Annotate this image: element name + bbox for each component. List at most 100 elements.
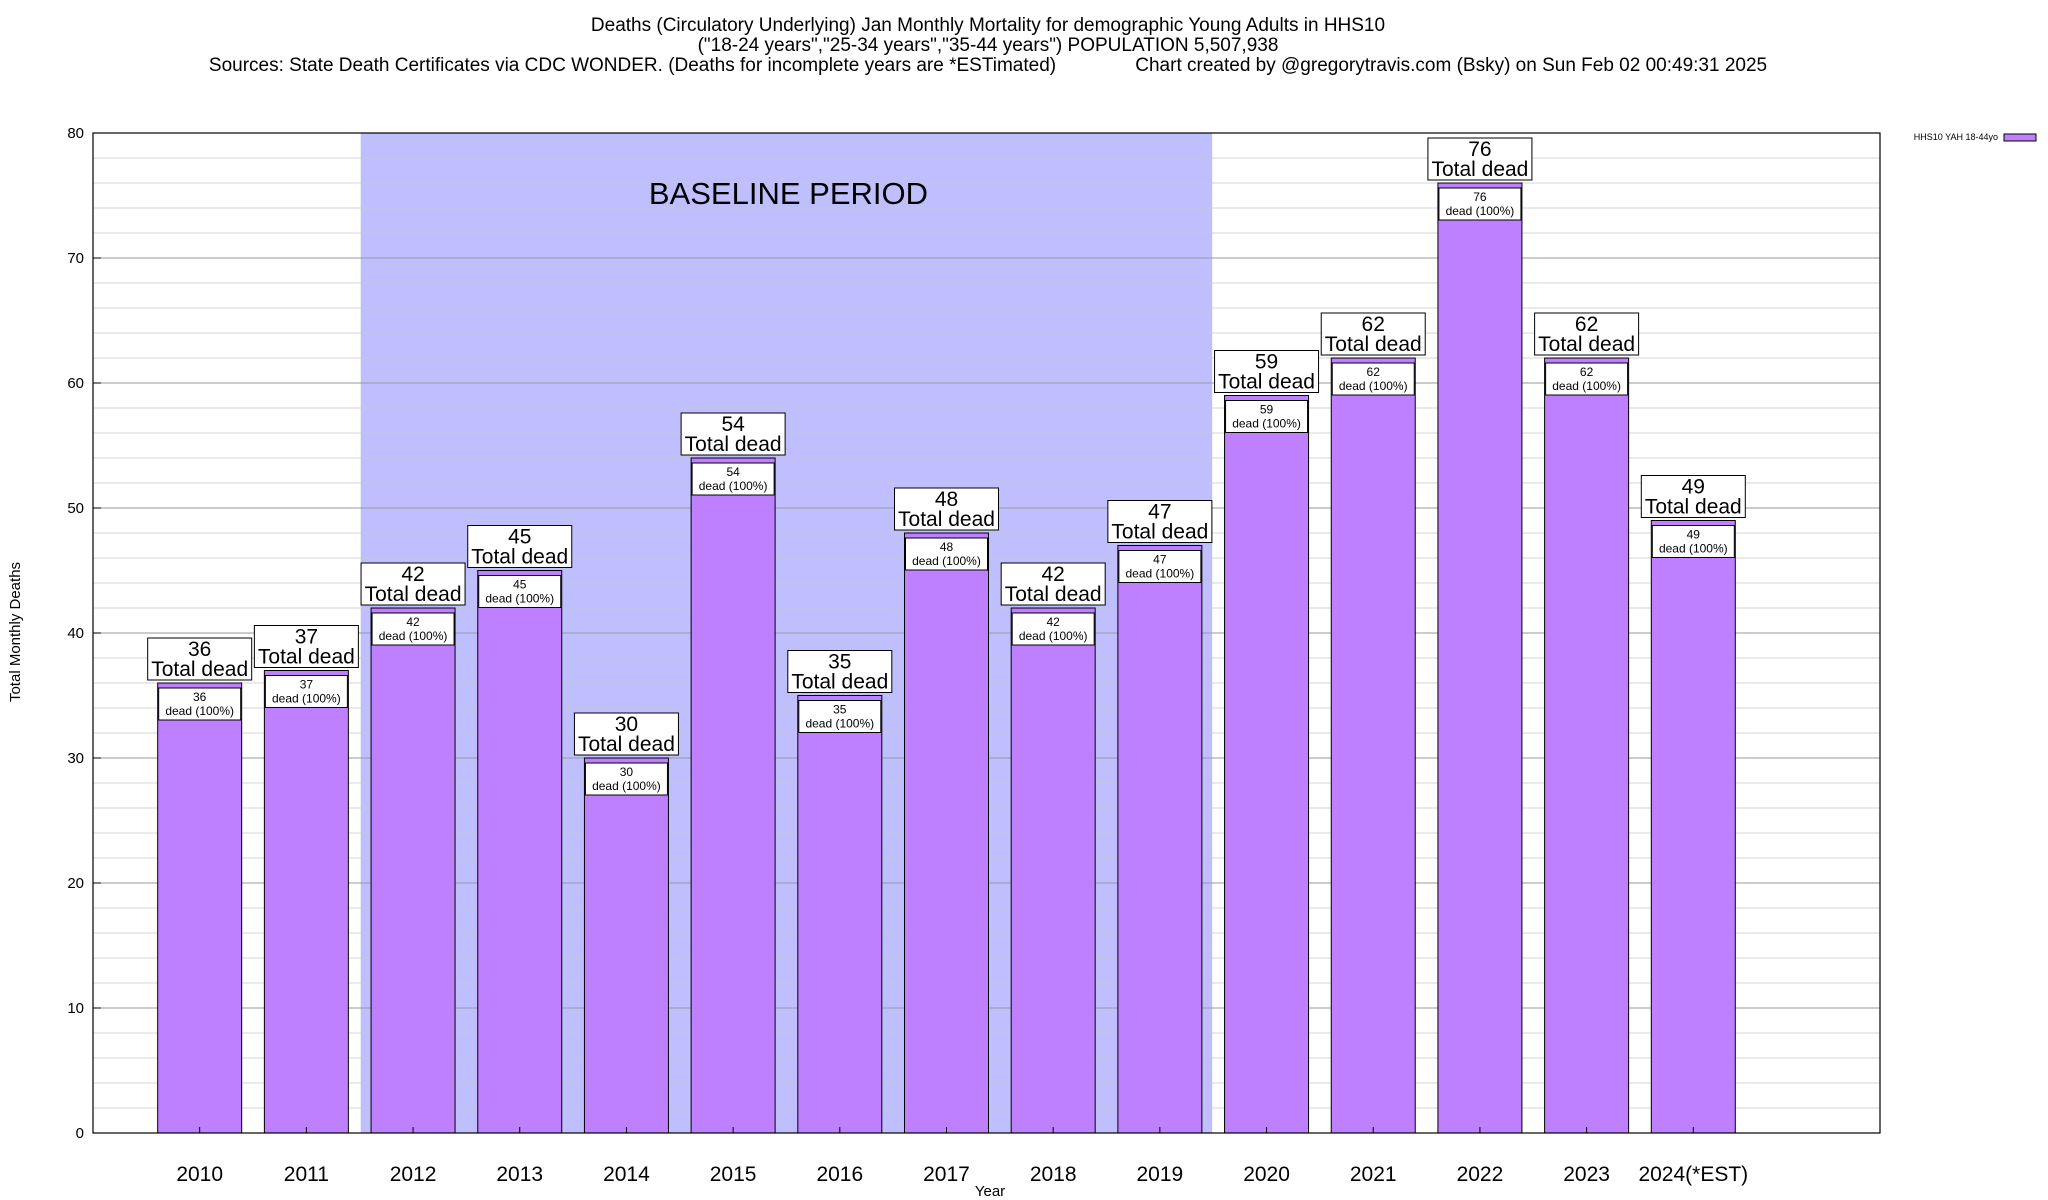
inner-label-box (1118, 550, 1202, 583)
x-tick-label: 2015 (710, 1163, 757, 1186)
total-value-label: 42 (401, 563, 424, 586)
x-tick-label: 2011 (284, 1163, 329, 1186)
inner-value-label: 47 (1153, 553, 1167, 567)
inner-label-box (798, 700, 882, 733)
x-tick-label: 2010 (176, 1163, 223, 1186)
inner-label-box (1011, 612, 1095, 646)
inner-value-label: 37 (300, 678, 314, 692)
total-label-box (360, 562, 466, 606)
inner-label-box (1331, 362, 1415, 396)
total-dead-label: Total dead (578, 733, 675, 756)
total-label-box (1534, 312, 1640, 356)
inner-value-label: 49 (1687, 528, 1701, 542)
total-dead-label: Total dead (1218, 371, 1315, 394)
inner-value-label: 59 (1260, 403, 1274, 417)
total-dead-label: Total dead (151, 658, 248, 681)
y-tick-label: 50 (67, 500, 84, 517)
chart-title: Deaths (Circulatory Underlying) Jan Mont… (209, 15, 1767, 76)
bar (1117, 545, 1203, 1134)
total-label-box (1320, 312, 1426, 356)
bar (1650, 520, 1736, 1134)
bar (370, 607, 456, 1134)
inner-label-box (1651, 525, 1735, 558)
inner-label-box (904, 537, 988, 571)
inner-value-label: 42 (406, 615, 420, 629)
y-tick-label: 20 (67, 875, 84, 892)
total-label-box (1214, 350, 1320, 393)
title-line: Deaths (Circulatory Underlying) Jan Mont… (591, 15, 1385, 36)
total-value-label: 59 (1255, 351, 1278, 374)
title-line: ("18-24 years","25-34 years","35-44 year… (698, 35, 1279, 56)
x-tick-label: 2019 (1137, 1163, 1184, 1186)
total-value-label: 37 (295, 626, 318, 649)
inner-label-box (371, 612, 455, 646)
y-tick-label: 10 (67, 1000, 84, 1017)
total-value-label: 35 (828, 651, 851, 674)
y-tick-label: 0 (76, 1125, 84, 1142)
inner-value-label: 62 (1367, 365, 1381, 379)
total-label-box (1107, 500, 1213, 543)
bar (157, 682, 243, 1134)
y-tick-label: 40 (67, 625, 84, 642)
total-value-label: 42 (1041, 563, 1064, 586)
x-tick-label: 2020 (1243, 1163, 1290, 1186)
total-value-label: 62 (1362, 313, 1385, 336)
inner-percent-label: dead (100%) (592, 779, 661, 793)
x-tick-label: 2014 (603, 1163, 650, 1186)
bar (477, 570, 563, 1134)
total-value-label: 54 (721, 413, 745, 436)
total-label-box (680, 412, 786, 456)
total-value-label: 47 (1148, 501, 1171, 524)
total-label-box (1427, 137, 1533, 181)
bar (1437, 182, 1523, 1134)
x-tick-label: 2024(*EST) (1638, 1163, 1748, 1186)
inner-value-label: 48 (940, 540, 954, 554)
inner-percent-label: dead (100%) (1446, 204, 1515, 218)
x-tick-label: 2013 (496, 1163, 543, 1186)
inner-percent-label: dead (100%) (165, 704, 234, 718)
bar (1330, 357, 1416, 1134)
inner-label-box (158, 687, 242, 721)
total-label-box (147, 637, 253, 681)
x-tick-label: 2022 (1457, 1163, 1504, 1186)
inner-percent-label: dead (100%) (1552, 379, 1621, 393)
y-tick-label: 60 (67, 375, 84, 392)
bar (583, 757, 669, 1134)
x-tick-label: 2016 (816, 1163, 863, 1186)
inner-value-label: 45 (513, 578, 527, 592)
total-value-label: 62 (1575, 313, 1598, 336)
inner-value-label: 35 (833, 703, 847, 717)
total-label-box (467, 525, 573, 568)
bar (690, 457, 776, 1134)
total-dead-label: Total dead (365, 583, 462, 606)
total-dead-label: Total dead (1111, 521, 1208, 544)
inner-value-label: 54 (726, 465, 740, 479)
inner-label-box (1438, 187, 1522, 221)
title-line: Sources: State Death Certificates via CD… (209, 55, 1767, 76)
total-dead-label: Total dead (791, 671, 888, 694)
x-tick-label: 2012 (390, 1163, 437, 1186)
inner-percent-label: dead (100%) (272, 692, 341, 706)
baseline-label: BASELINE PERIOD (649, 176, 928, 211)
total-dead-label: Total dead (898, 508, 995, 531)
inner-percent-label: dead (100%) (912, 554, 981, 568)
bar (1544, 357, 1630, 1134)
legend-swatch (2003, 133, 2037, 142)
x-tick-label: 2021 (1350, 1163, 1397, 1186)
total-value-label: 76 (1468, 138, 1491, 161)
x-tick-label: 2017 (923, 1163, 970, 1186)
total-value-label: 45 (508, 526, 531, 549)
y-tick-label: 80 (67, 125, 84, 142)
inner-value-label: 76 (1473, 190, 1487, 204)
total-label-box (253, 625, 359, 668)
total-value-label: 30 (615, 713, 638, 736)
inner-percent-label: dead (100%) (1659, 542, 1728, 556)
inner-label-box (478, 575, 562, 608)
legend: HHS10 YAH 18-44yo (1914, 132, 2037, 142)
y-tick-label: 30 (67, 750, 84, 767)
total-value-label: 48 (935, 488, 958, 511)
total-label-box (573, 712, 679, 756)
x-axis-label: Year (975, 1183, 1005, 1200)
